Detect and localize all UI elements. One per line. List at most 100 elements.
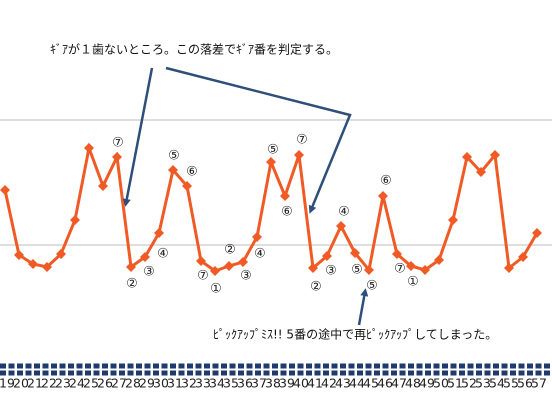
x-tick-label: 32 (181, 376, 197, 391)
point-label: ③ (325, 264, 337, 279)
point (490, 150, 500, 160)
point-label: ② (224, 243, 236, 258)
point-label: ④ (254, 247, 266, 262)
x-tick-label: 47 (391, 376, 407, 391)
point (336, 221, 346, 231)
point (252, 232, 262, 242)
x-tick-label: 56 (517, 376, 533, 391)
point (266, 157, 276, 167)
arrow (122, 67, 154, 207)
point-label: ⑦ (112, 136, 124, 151)
x-tick-label: 45 (363, 376, 379, 391)
x-tick-label: 20 (13, 376, 29, 391)
x-tick-label: 35 (223, 376, 239, 391)
x-tick-label: 34 (209, 376, 225, 391)
x-tick-label: 57 (531, 376, 547, 391)
point (42, 262, 52, 272)
point (434, 255, 444, 265)
point (406, 261, 416, 271)
x-tick-label: 49 (419, 376, 435, 391)
point (280, 191, 290, 201)
arrow (165, 66, 352, 214)
point (0, 185, 10, 195)
x-tick-label: 51 (447, 376, 463, 391)
point-label: ⑤ (351, 263, 363, 278)
point (350, 248, 360, 258)
point (196, 256, 206, 266)
point (308, 263, 318, 273)
grid (0, 119, 552, 246)
point-label: ⑥ (380, 174, 392, 189)
point-label: ① (210, 282, 222, 297)
arrow (357, 288, 369, 326)
x-tick-label: 29 (139, 376, 155, 391)
point-label: ① (407, 275, 419, 290)
point (322, 251, 332, 261)
point (518, 252, 528, 262)
point (70, 215, 80, 225)
x-tick-label: 55 (503, 376, 519, 391)
x-tick-label: 39 (279, 376, 295, 391)
x-tick-label: 54 (489, 376, 505, 391)
x-tick-label: 33 (195, 376, 211, 391)
x-tick-label: 46 (377, 376, 393, 391)
point-label: ⑤ (366, 279, 378, 294)
x-tick-label: 36 (237, 376, 253, 391)
x-tick-label: 28 (125, 376, 141, 391)
x-tick-label: 21 (27, 376, 43, 391)
point (420, 265, 430, 275)
point (182, 181, 192, 191)
x-tick-label: 30 (153, 376, 169, 391)
x-tick-label: 53 (475, 376, 491, 391)
x-tick-label: 24 (69, 376, 85, 391)
point (364, 265, 374, 275)
point-label: ⑤ (267, 143, 279, 158)
x-tick-label: 19 (0, 376, 15, 391)
point-label: ② (126, 277, 138, 292)
x-tick-label: 37 (251, 376, 267, 391)
point (140, 252, 150, 262)
point (532, 228, 542, 238)
point (294, 150, 304, 160)
x-tick-label: 23 (55, 376, 71, 391)
point-label: ⑦ (296, 133, 308, 148)
plot (0, 142, 542, 276)
point (224, 261, 234, 271)
point (462, 152, 472, 162)
point (14, 250, 24, 260)
point-label: ⑦ (197, 269, 209, 284)
point (392, 249, 402, 259)
point (448, 215, 458, 225)
annotation: ｷﾞｱが１歯ないところ。この落差でｷﾞｱ番を判定する。 (50, 42, 338, 57)
x-tick-label: 41 (307, 376, 323, 391)
x-tick-label: 42 (321, 376, 337, 391)
x-tick-label: 50 (433, 376, 449, 391)
point (238, 257, 248, 267)
point (84, 143, 94, 153)
point (56, 249, 66, 259)
x-tick-label: 27 (111, 376, 127, 391)
point-label: ③ (240, 269, 252, 284)
point-label: ② (310, 280, 322, 295)
point (98, 181, 108, 191)
point (378, 191, 388, 201)
annotation: ﾋﾟｯｸｱｯﾌﾟﾐｽ!! 5番の途中で再ﾋﾟｯｸｱｯﾌﾟしてしまった。 (213, 327, 497, 342)
point-label: ⑥ (186, 165, 198, 180)
x-tick-label: 48 (405, 376, 421, 391)
x-tick-label: 44 (349, 376, 365, 391)
x-tick-label: 43 (335, 376, 351, 391)
x-tick-label: 22 (41, 376, 57, 391)
point-label: ④ (157, 247, 169, 262)
point (126, 262, 136, 272)
point (168, 165, 178, 175)
point (504, 263, 514, 273)
point-label: ⑥ (281, 205, 293, 220)
x-tick-label: 52 (461, 376, 477, 391)
point (112, 152, 122, 162)
point-label: ⑤ (168, 149, 180, 164)
x-tick-label: 26 (97, 376, 113, 391)
point (476, 167, 486, 177)
x-tick-label: 40 (293, 376, 309, 391)
point (154, 228, 164, 238)
